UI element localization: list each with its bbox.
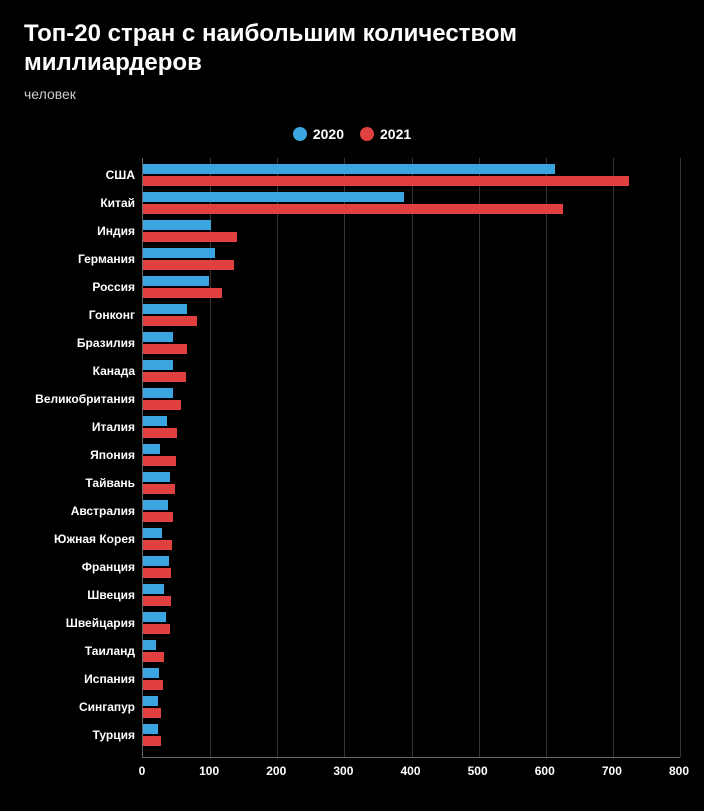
bar-2021	[143, 456, 176, 466]
bar-2020	[143, 472, 170, 482]
y-axis-label: Испания	[84, 672, 143, 686]
x-tick-label: 700	[602, 764, 622, 778]
x-tick-label: 300	[333, 764, 353, 778]
x-tick-label: 0	[139, 764, 146, 778]
y-axis-label: Австралия	[71, 504, 143, 518]
bar-2020	[143, 668, 159, 678]
x-tick-label: 400	[400, 764, 420, 778]
x-tick-label: 800	[669, 764, 689, 778]
bar-2020	[143, 164, 555, 174]
legend-label-2021: 2021	[380, 126, 411, 142]
x-tick-label: 600	[535, 764, 555, 778]
y-axis-label: Россия	[92, 280, 143, 294]
bar-2021	[143, 736, 161, 746]
bar-2020	[143, 360, 173, 370]
y-axis-label: Таиланд	[85, 644, 143, 658]
bar-2020	[143, 500, 168, 510]
bar-2020	[143, 332, 173, 342]
y-axis-label: Бразилия	[77, 336, 143, 350]
x-tick-label: 100	[199, 764, 219, 778]
y-axis-label: Канада	[93, 364, 143, 378]
y-axis-label: Швеция	[87, 588, 143, 602]
legend-item-2020: 2020	[293, 126, 344, 142]
y-axis-label: Южная Корея	[54, 532, 143, 546]
bar-2021	[143, 428, 177, 438]
bar-2021	[143, 708, 161, 718]
y-axis-label: Великобритания	[35, 392, 143, 406]
y-axis-label: Япония	[90, 448, 143, 462]
bar-2020	[143, 556, 169, 566]
bar-2020	[143, 192, 404, 202]
bar-2021	[143, 316, 197, 326]
y-axis-label: Италия	[92, 420, 143, 434]
bar-2021	[143, 204, 563, 214]
bar-2020	[143, 416, 167, 426]
grid-line	[613, 158, 614, 757]
y-axis-label: Гонконг	[89, 308, 143, 322]
bar-2021	[143, 540, 172, 550]
grid-line	[277, 158, 278, 757]
x-axis: 0100200300400500600700800	[142, 764, 680, 784]
bar-2021	[143, 288, 222, 298]
y-axis-label: Швейцария	[66, 616, 143, 630]
y-axis-label: США	[106, 168, 143, 182]
bar-2021	[143, 680, 163, 690]
bar-2020	[143, 612, 166, 622]
bar-2020	[143, 220, 211, 230]
chart-title: Топ-20 стран с наибольшим количеством ми…	[24, 20, 680, 78]
y-axis-label: Германия	[78, 252, 143, 266]
legend-dot-2021	[360, 127, 374, 141]
bar-2021	[143, 400, 181, 410]
y-axis-label: Турция	[93, 728, 143, 742]
grid-line	[412, 158, 413, 757]
bar-2020	[143, 388, 173, 398]
bar-2020	[143, 696, 158, 706]
bar-2020	[143, 724, 158, 734]
y-axis-label: Франция	[82, 560, 143, 574]
bar-2020	[143, 528, 162, 538]
bar-2020	[143, 248, 215, 258]
chart-subtitle: человек	[24, 86, 680, 102]
grid-line	[479, 158, 480, 757]
y-axis-label: Индия	[97, 224, 143, 238]
bar-2020	[143, 276, 209, 286]
y-axis-label: Сингапур	[79, 700, 143, 714]
x-tick-label: 200	[266, 764, 286, 778]
bar-2021	[143, 232, 237, 242]
legend: 2020 2021	[24, 126, 680, 142]
bar-2021	[143, 512, 173, 522]
chart-plot-area: СШАКитайИндияГерманияРоссияГонконгБразил…	[142, 158, 680, 758]
legend-dot-2020	[293, 127, 307, 141]
bar-2021	[143, 260, 234, 270]
bar-2021	[143, 596, 171, 606]
legend-label-2020: 2020	[313, 126, 344, 142]
grid-line	[344, 158, 345, 757]
bar-2020	[143, 304, 187, 314]
grid-line	[680, 158, 681, 757]
y-axis-label: Китай	[100, 196, 143, 210]
bar-2021	[143, 344, 187, 354]
bar-2020	[143, 444, 160, 454]
bar-2021	[143, 568, 171, 578]
y-axis-label: Тайвань	[85, 476, 143, 490]
bar-2021	[143, 484, 175, 494]
grid-line	[546, 158, 547, 757]
bar-2021	[143, 176, 629, 186]
legend-item-2021: 2021	[360, 126, 411, 142]
bar-2020	[143, 584, 164, 594]
bar-2021	[143, 652, 164, 662]
x-tick-label: 500	[468, 764, 488, 778]
bar-2021	[143, 372, 186, 382]
bar-2020	[143, 640, 156, 650]
bar-2021	[143, 624, 170, 634]
